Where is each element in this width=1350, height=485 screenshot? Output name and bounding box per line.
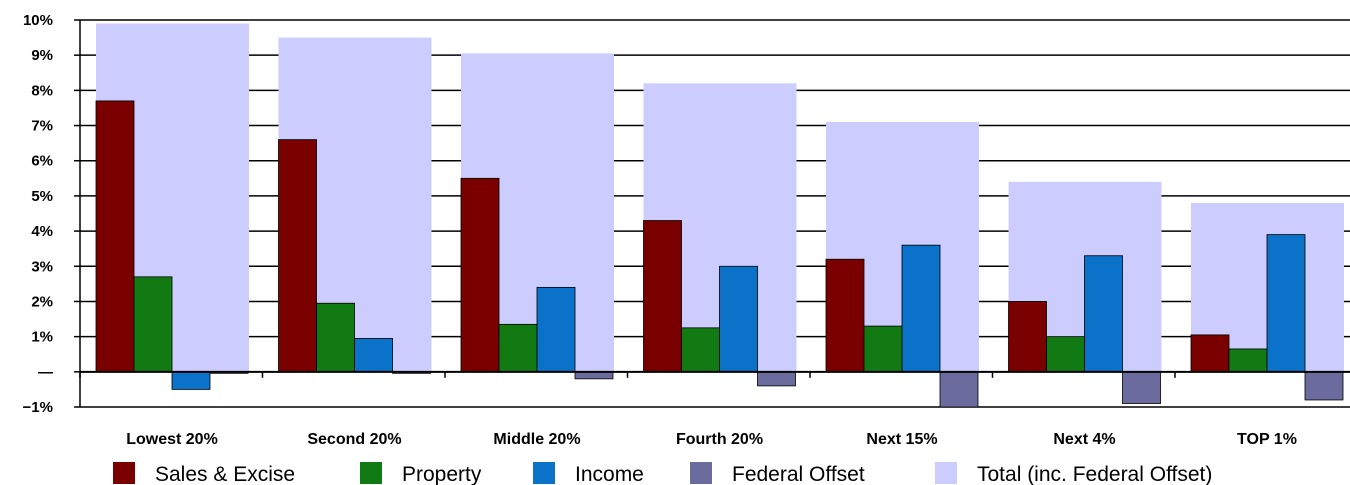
y-tick-label: 8% xyxy=(31,82,53,99)
y-tick-label: 9% xyxy=(31,47,53,64)
bar-federal-offset-next-15 xyxy=(939,371,979,408)
legend-label-property: Property xyxy=(402,463,482,485)
bar-sales-excise-fourth-20 xyxy=(643,220,682,373)
category-label-next-4: Next 4% xyxy=(1053,431,1115,448)
category-label-next-15: Next 15% xyxy=(866,431,937,448)
bar-sales-excise-next-4 xyxy=(1008,301,1047,373)
y-tick-labels: 10% 9% 8% 7% 6% 5% 4% 3% 2% 1% — −1% xyxy=(23,12,53,416)
legend-item-sales-excise: Sales & Excise xyxy=(113,462,295,485)
category-labels: Lowest 20% Second 20% Middle 20% Fourth 20%… xyxy=(126,431,1297,448)
y-tick-label: 2% xyxy=(31,293,53,310)
bar-sales-excise-next-15 xyxy=(825,258,865,373)
bar-income-middle-20 xyxy=(536,286,576,373)
category-label-fourth-20: Fourth 20% xyxy=(676,431,763,448)
bar-federal-offset-top-1 xyxy=(1304,371,1344,401)
y-tick-label: 7% xyxy=(31,118,53,135)
bar-income-fourth-20 xyxy=(719,265,758,373)
bar-federal-offset-middle-20 xyxy=(574,371,614,380)
legend-item-total-inc-federal-offset: Total (inc. Federal Offset) xyxy=(935,462,1212,485)
legend-swatch-sales-excise xyxy=(113,462,135,484)
y-tick-label: 1% xyxy=(31,329,53,346)
bar-income-next-4 xyxy=(1084,255,1123,373)
legend-label-federal-offset: Federal Offset xyxy=(732,463,865,485)
legend-item-federal-offset: Federal Offset xyxy=(690,462,865,485)
legend-swatch-federal-offset xyxy=(690,462,712,484)
bar-sales-excise-middle-20 xyxy=(460,177,500,373)
bar-sales-excise-second-20 xyxy=(278,139,317,373)
legend-swatch-income xyxy=(533,462,555,484)
bar-property-next-4 xyxy=(1046,336,1085,373)
category-label-top-1: TOP 1% xyxy=(1237,431,1297,448)
legend: Sales & Excise Property Income Federal Offs… xyxy=(113,462,1212,485)
category-label-second-20: Second 20% xyxy=(307,431,401,448)
bar-federal-offset-next-4 xyxy=(1122,371,1161,404)
bar-income-top-1 xyxy=(1266,234,1306,373)
axes xyxy=(74,19,1350,408)
legend-label-sales-excise: Sales & Excise xyxy=(155,463,295,485)
y-tick-label: −1% xyxy=(23,399,53,416)
legend-label-total-inc-federal-offset: Total (inc. Federal Offset) xyxy=(977,463,1212,485)
category-label-lowest-20: Lowest 20% xyxy=(126,431,218,448)
component-bars xyxy=(95,100,1344,408)
category-label-middle-20: Middle 20% xyxy=(493,431,580,448)
bar-income-next-15 xyxy=(901,244,941,373)
legend-label-income: Income xyxy=(575,463,644,485)
legend-item-income: Income xyxy=(533,462,644,485)
y-tick-label: 4% xyxy=(31,223,53,240)
y-tick-label: — xyxy=(38,364,53,381)
y-tick-label: 3% xyxy=(31,258,53,275)
bar-property-lowest-20 xyxy=(133,276,173,373)
bar-property-top-1 xyxy=(1228,348,1268,373)
legend-swatch-property xyxy=(360,462,382,484)
bar-property-fourth-20 xyxy=(681,327,720,373)
bar-sales-excise-lowest-20 xyxy=(95,100,135,373)
bar-income-lowest-20 xyxy=(171,371,211,390)
y-tick-label: 6% xyxy=(31,153,53,170)
bar-federal-offset-fourth-20 xyxy=(757,371,796,387)
y-tick-label: 10% xyxy=(23,12,53,29)
bar-income-second-20 xyxy=(354,337,393,373)
bar-property-second-20 xyxy=(316,302,355,373)
bar-property-middle-20 xyxy=(498,323,538,373)
legend-swatch-total-inc-federal-offset xyxy=(935,462,957,484)
y-tick-label: 5% xyxy=(31,188,53,205)
legend-item-property: Property xyxy=(360,462,482,485)
bar-sales-excise-top-1 xyxy=(1190,334,1230,373)
bar-property-next-15 xyxy=(863,325,903,373)
